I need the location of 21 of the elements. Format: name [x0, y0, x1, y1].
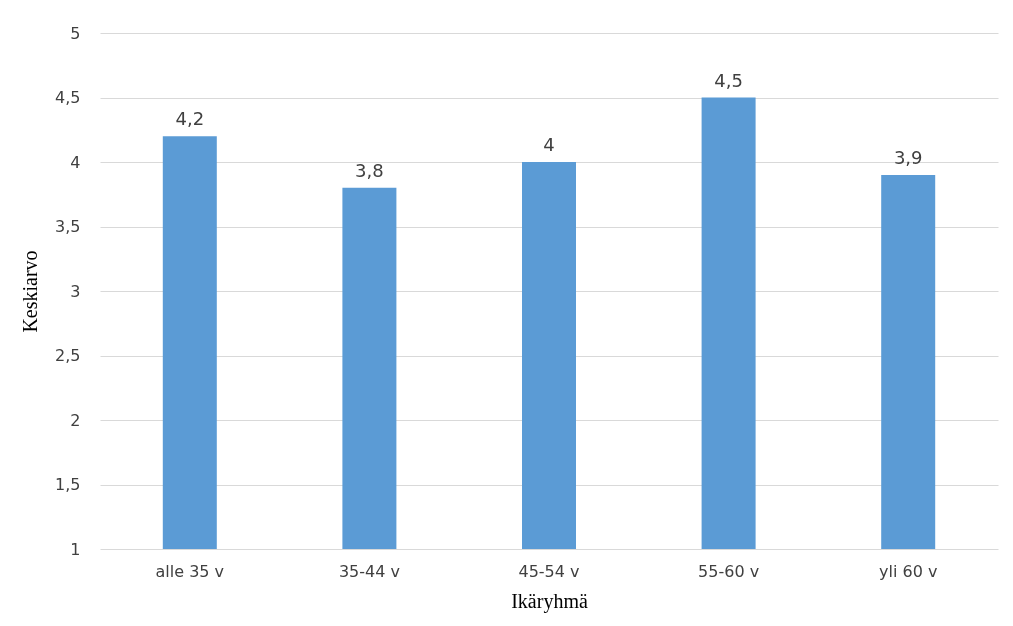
y-tick-label: 1 [70, 539, 81, 559]
x-tick-label: 35-44 v [338, 561, 400, 581]
y-tick-label: 2 [70, 410, 81, 430]
x-tick-label: yli 60 v [879, 561, 938, 581]
y-tick-label: 3 [70, 281, 81, 301]
y-tick-label: 1,5 [55, 475, 81, 494]
data-label: 4,2 [175, 108, 205, 130]
x-axis-title: Ikäryhmä [511, 589, 588, 613]
x-tick-label: alle 35 v [155, 561, 225, 581]
y-tick-label: 4,5 [55, 88, 81, 107]
y-tick-label: 5 [70, 23, 81, 43]
data-label: 4,5 [714, 69, 743, 91]
data-label: 3,8 [355, 159, 384, 181]
y-axis-title: Keskiarvo [19, 250, 42, 333]
x-tick-label: 45-54 v [518, 561, 580, 581]
x-tick-label: 55-60 v [698, 561, 760, 581]
y-tick-label: 4 [70, 152, 81, 172]
data-label: 3,9 [893, 146, 923, 168]
y-tick-label: 3,5 [55, 217, 81, 236]
data-label: 4 [543, 134, 555, 155]
y-tick-label: 2,5 [55, 346, 81, 365]
